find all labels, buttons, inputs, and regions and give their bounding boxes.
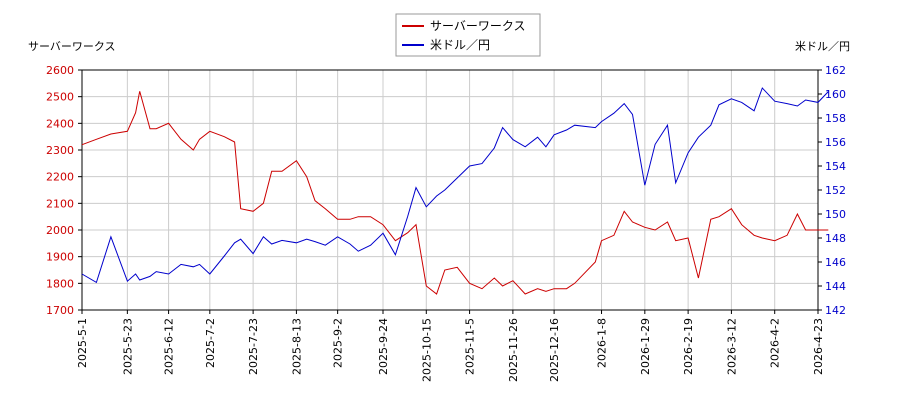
left-axis-title: サーバーワークス (28, 40, 116, 53)
left-tick-label: 2000 (46, 224, 74, 237)
left-axis: 1700 1800 1900 2000 2100 2200 2300 2400 2500 2600 (46, 64, 82, 317)
left-tick-label: 2100 (46, 197, 74, 210)
right-tick-label: 154 (825, 160, 846, 173)
left-tick-label: 2200 (46, 171, 74, 184)
legend-box (395, 13, 541, 57)
left-tick-label: 2600 (46, 64, 74, 77)
series-line-0 (81, 91, 829, 295)
x-tick-label: 2025-11-5 (464, 318, 477, 375)
right-tick-label: 160 (825, 88, 846, 101)
x-tick-label: 2026-1-29 (639, 318, 652, 375)
right-tick-label: 156 (825, 136, 846, 149)
legend: サーバーワークス 米ドル／円 (395, 13, 541, 57)
series-layer (81, 87, 829, 295)
x-tick-label: 2025-8-13 (290, 318, 303, 375)
right-tick-label: 152 (825, 184, 846, 197)
x-tick-label: 2025-7-23 (247, 318, 260, 375)
left-tick-label: 2300 (46, 144, 74, 157)
x-tick-label: 2025-10-15 (420, 318, 433, 382)
legend-label-series-1: 米ドル／円 (430, 38, 490, 52)
x-tick-label: 2025-12-16 (548, 318, 561, 382)
right-axis-title: 米ドル／円 (795, 40, 850, 53)
x-tick-label: 2025-7-2 (204, 318, 217, 368)
x-axis: 2025-5-1 2025-5-23 2025-6-12 2025-7-2 2025-7… (76, 310, 825, 382)
left-tick-label: 2500 (46, 91, 74, 104)
x-tick-label: 2026-4-2 (769, 318, 782, 368)
right-tick-label: 146 (825, 256, 846, 269)
x-tick-label: 2025-11-26 (507, 318, 520, 382)
right-tick-label: 150 (825, 208, 846, 221)
series-line-1 (81, 87, 829, 284)
grid (81, 69, 819, 311)
legend-label-series-0: サーバーワークス (430, 19, 526, 33)
right-tick-label: 142 (825, 304, 846, 317)
x-tick-label: 2025-5-1 (76, 318, 89, 368)
left-tick-label: 2400 (46, 117, 74, 130)
right-axis: 142 144 146 148 150 152 154 156 158 160 162 (818, 64, 846, 317)
x-tick-label: 2025-9-24 (377, 318, 390, 375)
x-tick-label: 2026-3-12 (725, 318, 738, 375)
right-tick-label: 144 (825, 280, 846, 293)
x-tick-label: 2025-6-12 (163, 318, 176, 375)
x-tick-label: 2026-2-19 (682, 318, 695, 375)
x-tick-label: 2026-4-23 (812, 318, 825, 375)
left-tick-label: 1800 (46, 277, 74, 290)
plot-frame (81, 69, 819, 311)
left-tick-label: 1700 (46, 304, 74, 317)
right-tick-label: 148 (825, 232, 846, 245)
x-tick-label: 2026-1-8 (596, 318, 609, 368)
right-tick-label: 162 (825, 64, 846, 77)
left-tick-label: 1900 (46, 251, 74, 264)
right-tick-label: 158 (825, 112, 846, 125)
x-tick-label: 2025-9-2 (332, 318, 345, 368)
x-tick-label: 2025-5-23 (121, 318, 134, 375)
